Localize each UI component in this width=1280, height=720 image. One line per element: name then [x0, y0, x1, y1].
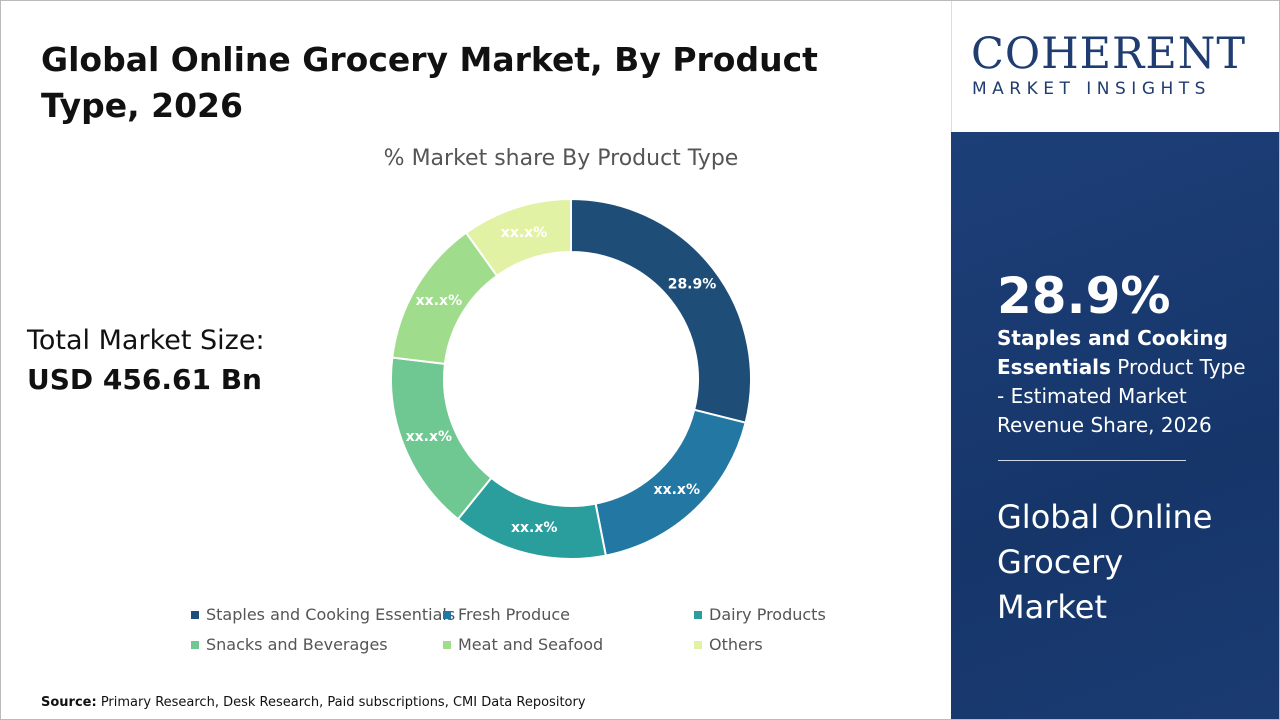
legend-item: Fresh Produce — [443, 605, 570, 624]
legend-swatch — [694, 610, 702, 619]
legend-swatch — [191, 610, 199, 619]
sidebar-highlight: Staples and Cooking Essentials — [997, 326, 1228, 379]
source-text: Primary Research, Desk Research, Paid su… — [96, 695, 586, 710]
divider — [998, 460, 1186, 461]
legend-label: Dairy Products — [709, 605, 826, 624]
logo-name: COHERENT — [971, 29, 1247, 79]
sidebar-description: Staples and Cooking Essentials Product T… — [997, 324, 1257, 440]
value-label: xx.x% — [416, 293, 462, 309]
sidebar — [951, 132, 1279, 719]
sidebar-text: Product Type - Estimated Market Revenue … — [997, 355, 1246, 437]
value-label: xx.x% — [511, 520, 557, 536]
legend-swatch — [191, 640, 199, 649]
legend-label: Others — [709, 635, 763, 654]
source: Source: Primary Research, Desk Research,… — [41, 695, 586, 710]
donut-segment — [570, 197, 752, 424]
title: Global Online Grocery Market, By Product… — [41, 40, 818, 125]
legend-label: Snacks and Beverages — [206, 635, 388, 654]
value-label: 28.9% — [668, 277, 717, 293]
legend-item: Others — [694, 635, 763, 654]
market-size-value: USD 456.61 Bn — [27, 363, 262, 396]
legend-swatch — [443, 610, 451, 619]
source-label: Source: — [41, 695, 97, 710]
legend-item: Dairy Products — [694, 605, 826, 624]
logo-area — [951, 1, 1279, 132]
logo-tagline: MARKET INSIGHTS — [972, 79, 1211, 99]
legend-item: Meat and Seafood — [443, 635, 603, 654]
legend-item: Staples and Cooking Essentials — [191, 605, 455, 624]
legend-swatch — [694, 640, 702, 649]
value-label: xx.x% — [501, 225, 547, 241]
sidebar-stat: 28.9% — [997, 267, 1171, 325]
legend-swatch — [443, 640, 451, 649]
donut-chart: 28.9% xx.x% xx.x% xx.x% xx.x% xx.x% — [390, 197, 752, 560]
legend-item: Snacks and Beverages — [191, 635, 388, 654]
sidebar-market: Global Online Grocery Market — [997, 498, 1213, 626]
market-size-label: Total Market Size: — [27, 325, 265, 356]
donut-segment — [464, 197, 572, 278]
legend-label: Fresh Produce — [458, 605, 570, 624]
value-label: xx.x% — [406, 429, 452, 445]
legend-label: Staples and Cooking Essentials — [206, 605, 456, 624]
legend-label: Meat and Seafood — [458, 635, 604, 654]
chart-title: % Market share By Product Type — [383, 146, 739, 171]
value-label: xx.x% — [654, 482, 700, 498]
